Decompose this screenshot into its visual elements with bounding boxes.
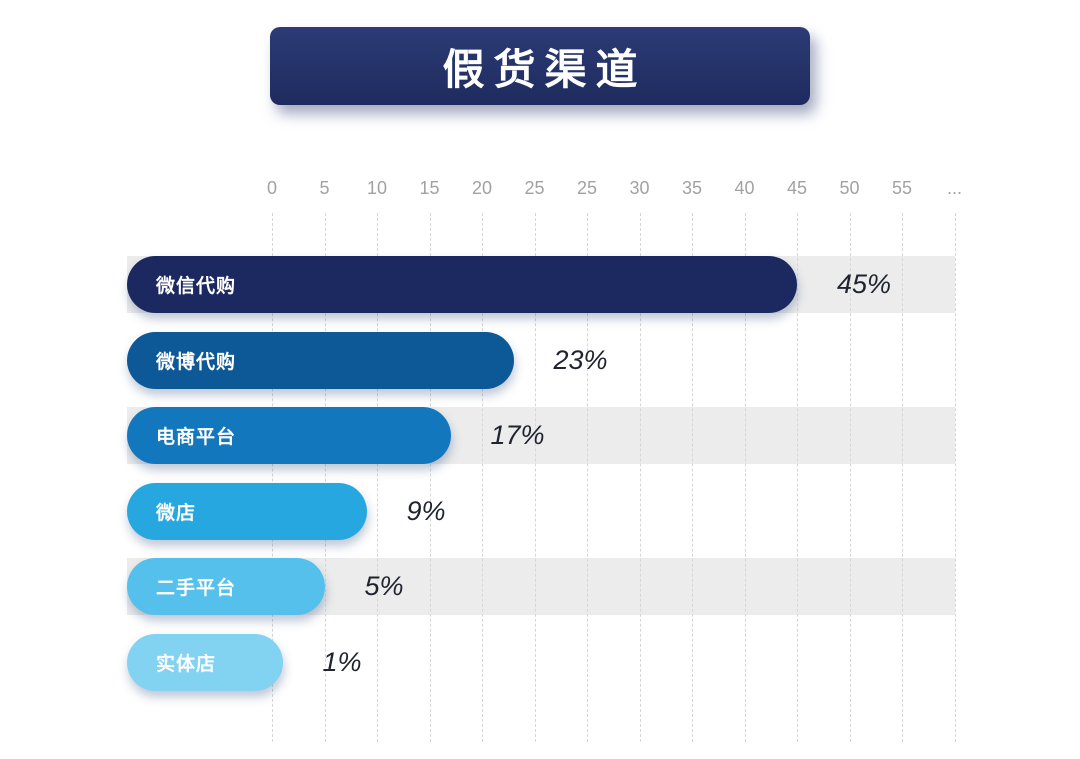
bar-row-3: 微店	[127, 482, 367, 540]
axis-tick-label: 10	[366, 178, 388, 198]
gridline	[534, 213, 536, 742]
gridline	[849, 213, 851, 742]
bar-row-1: 微博代购	[127, 331, 514, 389]
axis-tick-label: 50	[839, 178, 860, 198]
bar-category-label: 微店	[156, 502, 197, 524]
axis-tick-label: ...	[946, 178, 963, 198]
axis-tick-label: 5	[319, 178, 330, 198]
axis-tick-label: 35	[681, 178, 703, 198]
axis-tick-label: 30	[629, 178, 650, 198]
bar-row-4: 二手平台	[127, 558, 325, 616]
bar-row-2: 电商平台	[127, 407, 451, 465]
bar-category-label: 电商平台	[156, 427, 237, 449]
chart-title: 假货渠道	[442, 45, 647, 93]
bar-category-label: 微博代购	[156, 351, 237, 373]
axis-tick-label: 15	[419, 178, 440, 198]
gridline	[482, 213, 483, 742]
bar-row-0: 微信代购	[127, 256, 797, 313]
axis-tick-label: 20	[471, 178, 493, 198]
gridline	[954, 213, 956, 742]
axis-tick-label: 0	[266, 178, 278, 198]
chart-title-banner: 假货渠道	[270, 27, 810, 105]
bar-value-label: 45%	[837, 269, 892, 299]
bar-row-5: 实体店	[127, 634, 283, 691]
axis-tick-label: 40	[734, 178, 755, 198]
bar-category-label: 实体店	[156, 654, 217, 675]
bar-value-label: 1%	[322, 647, 362, 677]
gridline	[744, 213, 746, 742]
gridline	[902, 213, 903, 742]
gridline	[639, 213, 641, 742]
bar-value-label: 17%	[490, 420, 545, 451]
gridline	[587, 213, 588, 742]
gridline	[692, 213, 693, 742]
gridline	[324, 213, 326, 742]
gridline	[377, 213, 378, 742]
bar-value-label: 9%	[406, 495, 446, 526]
bar-category-label: 二手平台	[156, 578, 237, 600]
axis-tick-label: 55	[891, 178, 913, 198]
bar-category-label: 微信代购	[156, 276, 237, 297]
bar-value-label: 5%	[364, 571, 404, 602]
gridline	[272, 213, 273, 742]
gridline	[797, 213, 798, 742]
axis-tick-label: 25	[576, 178, 598, 198]
bar-value-label: 23%	[553, 344, 608, 375]
gridline	[429, 213, 431, 742]
axis-tick-label: 25	[524, 178, 545, 198]
axis-tick-label: 45	[786, 178, 808, 198]
